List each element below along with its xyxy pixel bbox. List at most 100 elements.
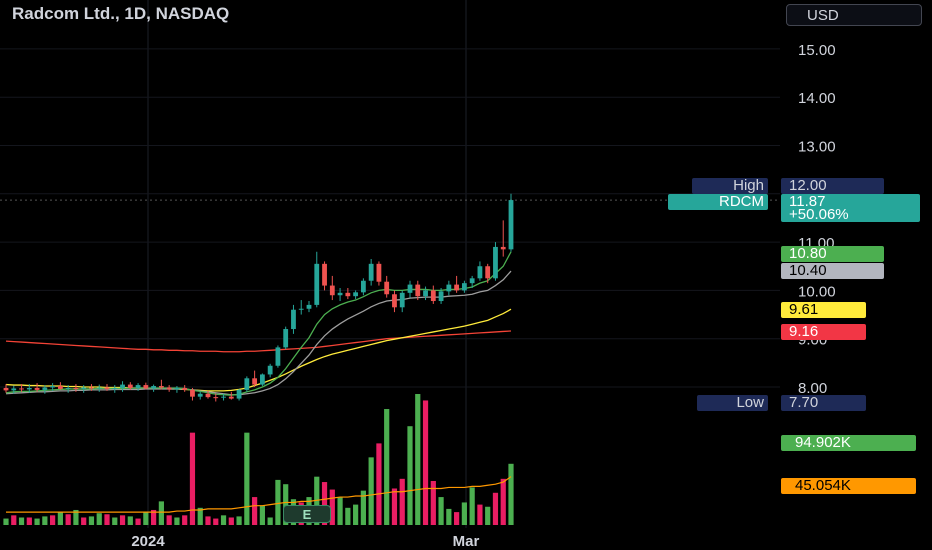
candle-body (182, 387, 188, 390)
volume-bar (384, 409, 390, 525)
candle-body (57, 386, 63, 389)
price-tick-label: 10.00 (798, 283, 836, 300)
candle-body (26, 387, 32, 390)
candle-body (73, 387, 79, 389)
low-label: Low (697, 395, 768, 411)
ema-fast-line (5, 251, 512, 396)
currency-selector[interactable]: USD (786, 4, 922, 26)
volume-bar (337, 497, 343, 525)
earnings-marker-icon[interactable]: E (283, 505, 331, 523)
candle-body (127, 384, 133, 388)
candle-body (384, 281, 390, 295)
volume-bar (151, 509, 157, 525)
time-tick-label: Mar (453, 533, 480, 550)
ema-fast-value: 10.80 (781, 246, 884, 262)
volume-bar (197, 507, 203, 525)
volume-bar (3, 518, 9, 525)
candle-body (477, 266, 483, 279)
volume-bar (143, 512, 149, 525)
candle-body (314, 263, 320, 305)
candle-body (493, 246, 498, 279)
candle-body (151, 386, 157, 389)
candle-body (236, 389, 242, 399)
volume-bar (283, 484, 289, 525)
candle-body (423, 290, 428, 297)
candle-body (454, 284, 460, 291)
volume-bar (360, 490, 366, 525)
price-tick-label: 8.00 (798, 380, 827, 397)
volume-value: 94.902K (781, 435, 916, 451)
candle-body (306, 304, 312, 309)
candle-body (376, 263, 382, 282)
candle-body (190, 389, 195, 397)
candle-body (407, 284, 413, 293)
volume-bar (492, 492, 499, 525)
volume-bar (81, 517, 87, 525)
candle-body (244, 378, 250, 390)
volume-bar (454, 512, 460, 525)
candle-body (485, 266, 491, 279)
candle-body (34, 387, 40, 390)
volume-bar (205, 516, 211, 525)
volume-bar (391, 488, 398, 525)
candle-body (345, 292, 351, 297)
volume-bar (477, 504, 483, 525)
volume-bar (446, 508, 452, 525)
candlesticks (3, 193, 514, 402)
volume-bar (174, 517, 180, 525)
volume-bar (321, 482, 328, 525)
low-value: 7.70 (781, 395, 866, 411)
volume-bar (236, 516, 242, 525)
candle-body (399, 292, 405, 308)
candle-body (42, 387, 48, 390)
last-price-badge: 11.87 +50.06% (781, 194, 920, 222)
candle-body (430, 290, 436, 302)
volume-bar (42, 516, 48, 525)
ma-yellow-line (5, 308, 512, 392)
volume-bar (275, 479, 281, 525)
volume-bar (430, 480, 436, 525)
candle-body (252, 378, 258, 385)
volume-bar (267, 517, 273, 525)
candle-body (461, 283, 467, 291)
candle-body (221, 396, 226, 398)
candle-body (50, 386, 56, 388)
volume-bar (57, 512, 63, 525)
ema-slow-line (5, 270, 512, 396)
price-tick-label: 13.00 (798, 139, 836, 156)
volume-bar (422, 400, 429, 525)
volume-bar (407, 426, 413, 525)
high-value: 12.00 (781, 178, 884, 194)
candle-body (283, 329, 289, 348)
time-tick-label: 2024 (131, 533, 165, 550)
volume-bar (259, 505, 265, 525)
candle-body (337, 292, 343, 296)
volume-bar (182, 515, 188, 525)
candle-body (329, 285, 335, 296)
volume-bar (461, 502, 467, 525)
volume-bar (135, 518, 141, 525)
candle-body (368, 263, 374, 281)
candle-body (360, 280, 366, 293)
candle-body (11, 388, 17, 391)
volume-bar (399, 478, 405, 525)
candle-body (415, 284, 421, 297)
grid-lines (0, 0, 780, 528)
volume-bar (96, 513, 102, 525)
candle-body (353, 292, 359, 297)
volume-bar (11, 515, 17, 525)
last-price: 11.87 (789, 193, 826, 210)
volume-bar (438, 497, 444, 525)
high-label: High (692, 178, 768, 194)
candle-body (213, 397, 219, 399)
candle-body (197, 393, 203, 397)
candle-body (174, 387, 180, 390)
volume-bar (166, 515, 172, 525)
volume-bar (158, 501, 164, 525)
symbol-label[interactable]: RDCM (668, 194, 768, 210)
volume-bars (3, 394, 514, 525)
volume-bar (368, 457, 374, 525)
volume-bar (376, 443, 382, 525)
candle-body (267, 365, 273, 375)
